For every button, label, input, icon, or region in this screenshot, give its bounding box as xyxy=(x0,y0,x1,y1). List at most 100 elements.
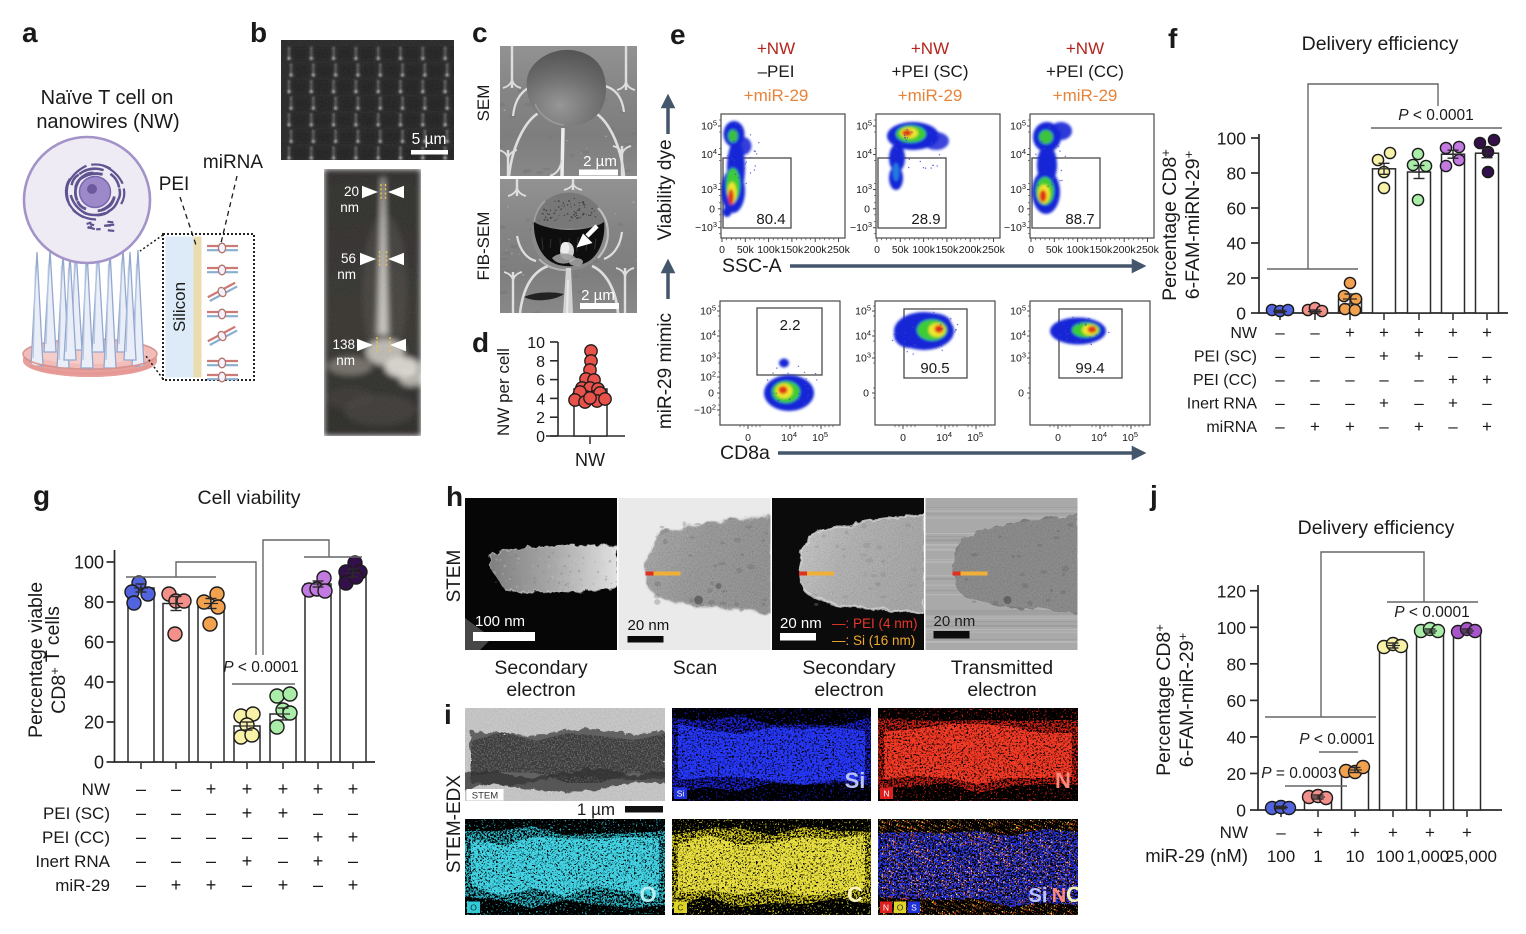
svg-text:i: i xyxy=(444,699,452,730)
svg-text:O: O xyxy=(470,903,477,913)
svg-text:Si: Si xyxy=(1029,885,1048,907)
svg-text:100k: 100k xyxy=(757,244,781,256)
svg-text:Delivery efficiency: Delivery efficiency xyxy=(1302,33,1459,55)
svg-text:0: 0 xyxy=(874,244,880,256)
svg-text:+: + xyxy=(242,779,253,799)
svg-text:100: 100 xyxy=(74,553,104,573)
svg-text:2 µm: 2 µm xyxy=(581,287,615,304)
svg-text:100: 100 xyxy=(1217,618,1246,638)
svg-text:+: + xyxy=(1482,370,1492,389)
svg-text:120: 120 xyxy=(1217,581,1246,601)
svg-text:electron: electron xyxy=(506,679,575,701)
svg-text:0: 0 xyxy=(900,432,906,444)
svg-text:25,000: 25,000 xyxy=(1445,847,1497,866)
svg-text:–: – xyxy=(206,827,216,847)
svg-text:Percentage CD8+: Percentage CD8+ xyxy=(1152,624,1175,776)
svg-text:–: – xyxy=(278,851,288,871)
svg-text:—: PEI (4 nm): —: PEI (4 nm) xyxy=(832,616,918,631)
svg-text:6-FAM-miRN-29+: 6-FAM-miRN-29+ xyxy=(1181,151,1204,299)
svg-text:–: – xyxy=(1275,323,1285,342)
svg-text:–: – xyxy=(206,803,216,823)
svg-text:10: 10 xyxy=(527,335,545,352)
svg-text:C: C xyxy=(677,903,683,913)
svg-text:80: 80 xyxy=(1227,164,1247,184)
svg-text:–: – xyxy=(1482,347,1492,366)
svg-text:40: 40 xyxy=(84,673,104,693)
svg-text:−103: −103 xyxy=(1004,220,1026,234)
svg-text:Transmitted: Transmitted xyxy=(951,657,1053,679)
svg-text:90.5: 90.5 xyxy=(920,360,949,377)
svg-text:P < 0.0001: P < 0.0001 xyxy=(1299,731,1374,748)
svg-text:50k: 50k xyxy=(737,244,755,256)
svg-text:+: + xyxy=(1448,323,1458,342)
svg-text:40: 40 xyxy=(1227,727,1247,747)
svg-text:+: + xyxy=(348,779,359,799)
svg-text:250k: 250k xyxy=(1136,244,1160,256)
svg-text:20: 20 xyxy=(84,713,104,733)
svg-text:0: 0 xyxy=(863,388,869,400)
svg-text:+: + xyxy=(1425,823,1435,842)
svg-text:PEI (SC): PEI (SC) xyxy=(43,804,110,823)
svg-text:–: – xyxy=(206,851,216,871)
svg-text:j: j xyxy=(1149,480,1158,511)
svg-text:250k: 250k xyxy=(827,244,851,256)
svg-text:100: 100 xyxy=(1376,847,1404,866)
svg-text:S: S xyxy=(911,903,917,913)
svg-text:Percentage viable: Percentage viable xyxy=(25,582,47,738)
svg-text:–: – xyxy=(136,779,146,799)
svg-text:O: O xyxy=(897,903,904,913)
svg-text:+: + xyxy=(1414,323,1424,342)
svg-text:0: 0 xyxy=(1018,203,1024,215)
svg-text:60: 60 xyxy=(1227,199,1247,219)
svg-text:–: – xyxy=(1345,370,1355,389)
svg-text:miR-29 (nM): miR-29 (nM) xyxy=(1145,845,1248,866)
svg-text:80: 80 xyxy=(84,593,104,613)
svg-text:50k: 50k xyxy=(892,244,910,256)
svg-text:+: + xyxy=(1448,370,1458,389)
svg-text:0: 0 xyxy=(719,244,725,256)
svg-text:20 nm: 20 nm xyxy=(780,615,822,632)
svg-text:–: – xyxy=(1448,417,1458,436)
svg-text:–: – xyxy=(136,827,146,847)
svg-text:40: 40 xyxy=(1227,234,1247,254)
svg-text:+: + xyxy=(1482,417,1492,436)
svg-text:electron: electron xyxy=(967,679,1036,701)
svg-text:8: 8 xyxy=(536,354,545,371)
svg-text:nm: nm xyxy=(336,353,355,368)
svg-text:100 nm: 100 nm xyxy=(475,613,525,630)
svg-text:Secondary: Secondary xyxy=(802,657,895,679)
svg-text:2 µm: 2 µm xyxy=(583,153,617,170)
svg-text:P = 0.0003: P = 0.0003 xyxy=(1261,765,1336,782)
svg-text:SSC-A: SSC-A xyxy=(722,255,782,277)
svg-text:miRNA: miRNA xyxy=(203,152,263,173)
svg-text:10: 10 xyxy=(1346,847,1365,866)
svg-text:+: + xyxy=(242,803,253,823)
svg-text:+: + xyxy=(1345,417,1355,436)
svg-text:0: 0 xyxy=(94,753,104,773)
svg-text:Si: Si xyxy=(677,789,685,799)
svg-text:–PEI: –PEI xyxy=(758,62,795,81)
svg-text:g: g xyxy=(33,480,50,511)
svg-text:Percentage CD8+: Percentage CD8+ xyxy=(1158,149,1181,301)
svg-text:+: + xyxy=(1313,823,1323,842)
svg-text:+: + xyxy=(348,875,359,895)
svg-text:+NW: +NW xyxy=(911,39,949,58)
svg-text:–: – xyxy=(1310,347,1320,366)
svg-text:–: – xyxy=(1414,370,1424,389)
svg-text:+: + xyxy=(206,875,217,895)
svg-text:nm: nm xyxy=(337,267,356,282)
svg-text:O: O xyxy=(639,882,656,907)
svg-text:88.7: 88.7 xyxy=(1065,211,1094,228)
svg-text:NW: NW xyxy=(1220,823,1248,842)
svg-text:56: 56 xyxy=(341,251,356,266)
svg-text:b: b xyxy=(250,17,267,48)
svg-text:–: – xyxy=(242,875,252,895)
svg-text:c: c xyxy=(472,17,488,48)
svg-text:80.4: 80.4 xyxy=(756,211,785,228)
svg-text:–: – xyxy=(171,851,181,871)
svg-text:+: + xyxy=(171,875,182,895)
svg-text:PEI: PEI xyxy=(159,174,190,195)
svg-text:d: d xyxy=(472,327,489,358)
svg-text:150k: 150k xyxy=(781,244,805,256)
svg-text:–: – xyxy=(136,875,146,895)
